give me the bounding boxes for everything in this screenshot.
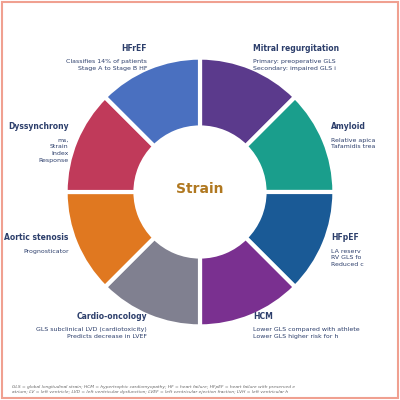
Text: HFrEF: HFrEF	[122, 44, 147, 52]
Text: Primary: preoperative GLS
Secondary: impaired GLS i: Primary: preoperative GLS Secondary: imp…	[253, 59, 336, 71]
Text: LA reserv
RV GLS fo
Reduced c: LA reserv RV GLS fo Reduced c	[332, 249, 364, 267]
Text: Cardio-oncology: Cardio-oncology	[76, 312, 147, 321]
Text: GLS = global longitudinal strain; HCM = hypertrophic cardiomyopathy; HF = heart : GLS = global longitudinal strain; HCM = …	[12, 386, 295, 394]
Text: Relative apica
Tafamidis trea: Relative apica Tafamidis trea	[332, 138, 376, 149]
Wedge shape	[105, 58, 200, 146]
Text: Classifies 14% of patients
Stage A to Stage B HF: Classifies 14% of patients Stage A to St…	[66, 59, 147, 71]
Text: HFpEF: HFpEF	[332, 233, 359, 242]
Text: HCM: HCM	[253, 312, 273, 321]
Text: Amyloid: Amyloid	[332, 122, 366, 131]
Wedge shape	[246, 97, 334, 192]
Text: Mitral regurgitation: Mitral regurgitation	[253, 44, 339, 52]
Text: Aortic stenosis: Aortic stenosis	[4, 233, 68, 242]
Wedge shape	[200, 58, 295, 146]
Text: Strain: Strain	[176, 182, 224, 196]
Wedge shape	[105, 238, 200, 326]
Text: Lower GLS compared with athlete
Lower GLS higher risk for h: Lower GLS compared with athlete Lower GL…	[253, 328, 360, 339]
Wedge shape	[200, 238, 295, 326]
Text: Dyssynchrony: Dyssynchrony	[8, 122, 68, 131]
Wedge shape	[66, 97, 154, 192]
Wedge shape	[246, 192, 334, 287]
Wedge shape	[66, 192, 154, 287]
Text: GLS subclinical LVD (cardiotoxicity)
Predicts decrease in LVEF: GLS subclinical LVD (cardiotoxicity) Pre…	[36, 328, 147, 339]
Text: Prognosticator: Prognosticator	[23, 249, 68, 254]
Text: ms,
Strain
Index
Response: ms, Strain Index Response	[38, 138, 68, 162]
